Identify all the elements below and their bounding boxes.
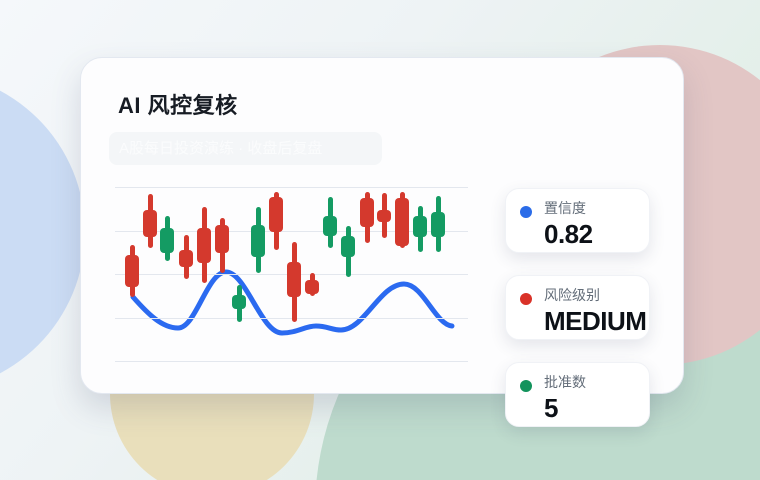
subtitle-badge: A股每日投资演练 · 收盘后复盘 bbox=[109, 132, 382, 165]
stat-card-confidence: 置信度 0.82 bbox=[505, 188, 650, 253]
stat-label-risk-level: 风险级别 bbox=[544, 287, 600, 303]
blue-dot-icon bbox=[520, 206, 532, 218]
stat-card-risk-level: 风险级别 MEDIUM bbox=[505, 275, 650, 340]
bg-circle-blue-left bbox=[0, 72, 85, 392]
stat-value-risk-level: MEDIUM bbox=[544, 306, 647, 336]
stat-card-approvals: 批准数 5 bbox=[505, 362, 650, 427]
red-dot-icon bbox=[520, 293, 532, 305]
stat-value-approvals: 5 bbox=[544, 393, 558, 423]
stat-label-confidence: 置信度 bbox=[544, 200, 586, 216]
subtitle-text: A股每日投资演练 · 收盘后复盘 bbox=[119, 140, 323, 157]
stat-label-approvals: 批准数 bbox=[544, 374, 586, 390]
green-dot-icon bbox=[520, 380, 532, 392]
stat-value-confidence: 0.82 bbox=[544, 219, 593, 249]
stat-cards: 置信度 0.82 风险级别 MEDIUM 批准数 5 bbox=[505, 188, 650, 427]
page-title: AI 风控复核 bbox=[118, 93, 238, 118]
